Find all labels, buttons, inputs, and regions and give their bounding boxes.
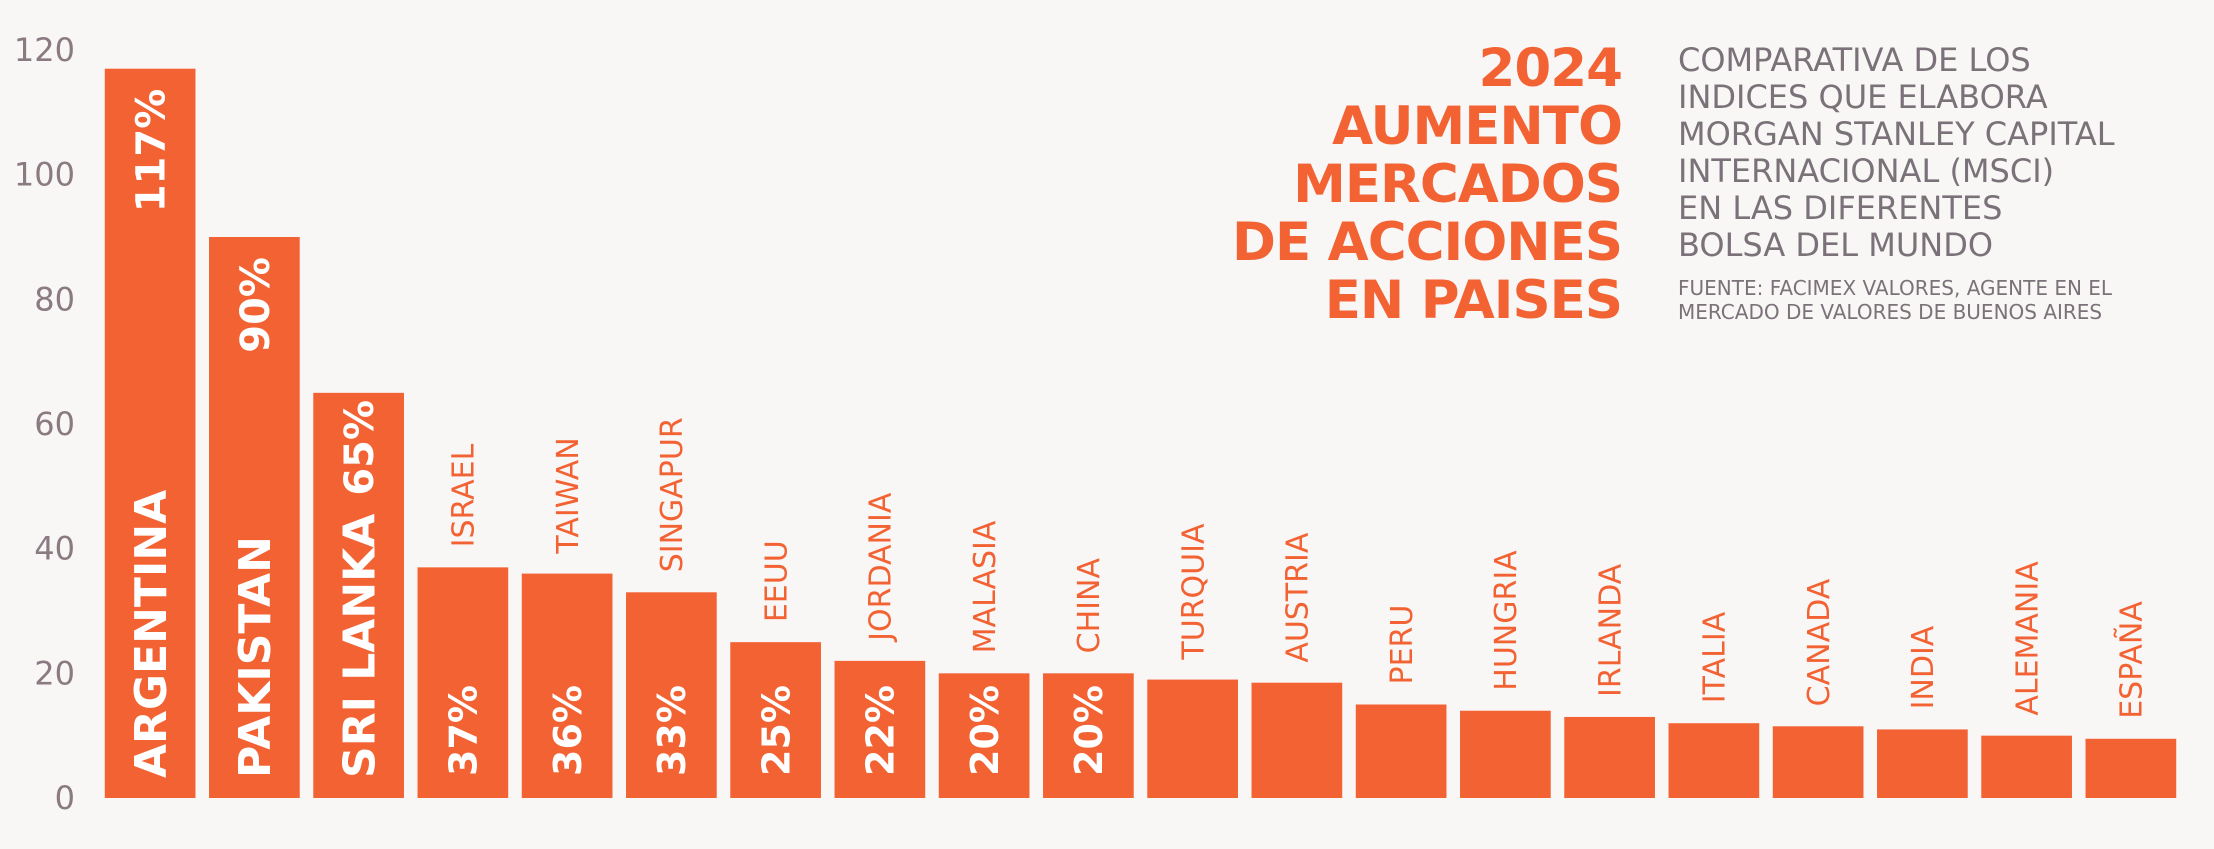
description-line: INDICES QUE ELABORA [1678,78,2048,116]
value-label: 65% [337,400,383,496]
bar-singapur [626,592,717,798]
source-line: MERCADO DE VALORES DE BUENOS AIRES [1678,300,2103,324]
category-label: ARGENTINA [126,490,177,778]
category-label: SRI LANKA [334,514,385,778]
bars [104,68,2177,798]
category-label: CANADA [1802,578,1837,706]
bar-peru [1355,704,1447,798]
bar-alemania [1981,735,2072,798]
value-label: 90% [233,257,279,353]
bar-jordania [834,660,926,798]
title-line: 2024 [1478,38,1623,99]
y-tick-label: 80 [34,280,75,318]
bar-taiwan [521,573,613,798]
category-label: PAKISTAN [230,536,281,778]
bar-israel [417,567,509,798]
y-axis: 0 20 40 60 80 100 120 [14,31,75,817]
description-line: BOLSA DEL MUNDO [1678,226,1994,264]
bar-sri-lanka [313,392,404,798]
description-line: INTERNACIONAL (MSCI) [1678,152,2055,190]
category-label: EEUU [759,540,794,622]
source-line: FUENTE: FACIMEX VALORES, AGENTE EN EL [1678,276,2113,300]
description-line: MORGAN STANLEY CAPITAL [1678,115,2115,153]
bar-labels: ARGENTINA 117% PAKISTAN 90% SRI LANKA 65% 37% I… [126,89,2150,778]
category-label: ALEMANIA [2010,561,2045,716]
bar-españa [2085,738,2177,798]
bar-italia [1668,723,1760,798]
category-label: ISRAEL [447,443,482,547]
value-label: 25% [754,685,798,776]
category-label: HUNGRIA [1489,550,1524,691]
value-label: 37% [442,685,486,776]
y-tick-label: 100 [14,156,75,194]
bar-china [1043,673,1134,798]
y-tick-label: 60 [34,405,75,443]
bar-canada [1772,726,1864,798]
value-label: 117% [129,89,175,213]
value-label: 22% [859,685,903,776]
category-label: MALASIA [968,520,1003,653]
category-label: SINGAPUR [655,417,690,572]
title-line: AUMENTO [1332,96,1623,157]
source-note: FUENTE: FACIMEX VALORES, AGENTE EN EL ME… [1678,276,2198,324]
bar-austria [1251,682,1343,798]
category-label: TURQUIA [1176,523,1211,661]
category-label: INDIA [1906,625,1941,709]
bar-turquia [1147,679,1238,798]
description-line: EN LAS DIFERENTES [1678,189,2003,227]
title-line: DE ACCIONES [1232,212,1623,273]
y-tick-label: 40 [34,530,75,568]
chart-description: COMPARATIVA DE LOS INDICES QUE ELABORA M… [1678,41,2198,325]
value-label: 20% [1067,685,1111,776]
category-label: IRLANDA [1593,563,1628,697]
value-label: 20% [963,685,1007,776]
value-label: 36% [546,685,590,776]
category-label: ESPAÑA [2114,601,2150,719]
y-tick-label: 0 [55,779,75,817]
category-label: CHINA [1072,558,1107,654]
chart-title: 2024 AUMENTO MERCADOS DE ACCIONES EN PAI… [1232,38,1623,331]
title-line: EN PAISES [1324,270,1623,331]
y-tick-label: 120 [14,31,75,69]
category-label: JORDANIA [864,492,899,643]
bar-eeuu [730,642,821,798]
category-label: PERU [1385,605,1420,685]
category-label: AUSTRIA [1281,532,1316,663]
title-line: MERCADOS [1293,154,1623,215]
value-label: 33% [650,685,694,776]
description-line: COMPARATIVA DE LOS [1678,41,2031,79]
bar-hungria [1460,710,1551,798]
bar-irlanda [1564,716,1655,798]
y-tick-label: 20 [34,654,75,692]
category-label: TAIWAN [551,437,586,554]
bar-argentina [104,68,196,798]
bar-india [1877,729,1968,798]
category-label: ITALIA [1698,611,1733,703]
bar-pakistan [209,237,300,798]
bar-malasia [938,673,1030,798]
